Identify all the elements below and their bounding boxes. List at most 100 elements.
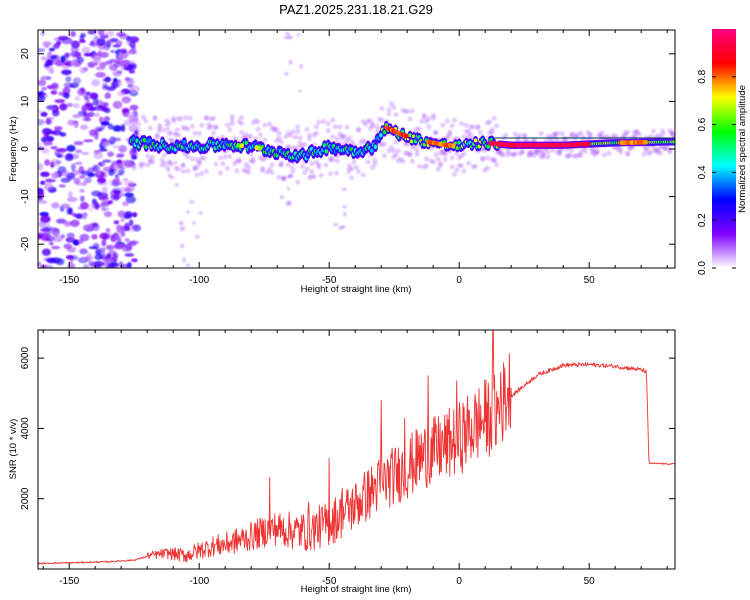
spectrogram-cell xyxy=(38,142,42,146)
spectrogram-cell xyxy=(255,119,261,125)
spectrogram-cell xyxy=(111,187,123,194)
spectrogram-cell xyxy=(487,119,493,125)
spectrogram-cell xyxy=(81,46,91,54)
spectrogram-cell xyxy=(38,261,42,267)
snr-plot-area xyxy=(38,330,675,569)
spectrogram-cell xyxy=(79,67,87,74)
spectrogram-cell xyxy=(257,132,263,138)
spectrogram-cell xyxy=(147,125,153,131)
spectrogram-cell xyxy=(87,167,95,174)
spectrogram-cell xyxy=(51,83,58,89)
spectrogram-cell xyxy=(97,127,102,132)
spectrogram-cell xyxy=(660,128,666,134)
spectrogram-cell xyxy=(239,115,245,121)
spectrogram-cell xyxy=(227,153,233,159)
spectrogram-cell xyxy=(489,127,495,133)
spectrogram-cell xyxy=(52,109,60,117)
spectrogram-cell xyxy=(554,130,560,136)
spectrogram-cell xyxy=(386,107,392,113)
spectrogram-cell xyxy=(289,165,295,169)
spectrogram-cell xyxy=(404,133,409,139)
spectrogram-cell xyxy=(57,35,69,41)
spectrogram-cell xyxy=(59,132,67,137)
spectrogram-cell xyxy=(292,134,298,140)
spectrogram-cell xyxy=(435,166,441,172)
spectrogram-cell xyxy=(112,100,123,109)
spectrogram-cell xyxy=(120,186,126,194)
spectrogram-cell xyxy=(211,130,216,136)
spectrogram-cell xyxy=(258,146,263,151)
spectrogram-cell xyxy=(185,126,191,132)
spectrogram-cell xyxy=(72,77,82,85)
spectrogram-cell xyxy=(559,131,565,137)
spectrogram-cell xyxy=(43,182,54,191)
spectrogram-cell xyxy=(360,172,366,178)
spectrogram-cell xyxy=(234,168,240,174)
colorbar: 0.0 0.2 0.4 0.6 0.8 Normalized spectral ampl… xyxy=(697,29,748,275)
spectrogram-cell xyxy=(286,186,291,191)
spectrogram-cell xyxy=(430,159,436,165)
colorbar-bar xyxy=(712,29,736,268)
spectrogram-cell xyxy=(288,132,294,138)
spectrogram-y-tick-label: 10 xyxy=(20,95,31,107)
spectrogram-cell xyxy=(538,130,544,136)
spectrogram-cell xyxy=(55,160,62,165)
spectrogram-y-tick-label: 0 xyxy=(20,146,31,152)
spectrogram-cell xyxy=(196,130,202,136)
spectrogram-y-tick-label: 20 xyxy=(20,48,31,60)
snr-y-tick-label: 2000 xyxy=(20,487,31,510)
spectrogram-cell xyxy=(356,169,362,175)
spectrogram-cell xyxy=(414,148,420,154)
spectrogram-cell xyxy=(128,49,137,55)
spectrogram-cell xyxy=(93,260,105,267)
spectrogram-cell xyxy=(437,160,443,166)
spectrogram-cell xyxy=(39,211,49,217)
snr-x-tick-label: -100 xyxy=(189,576,209,587)
spectrogram-cell xyxy=(73,120,79,129)
spectrogram-cell xyxy=(344,124,350,130)
spectrogram-cell xyxy=(106,264,116,268)
spectrogram-cell xyxy=(292,145,298,151)
snr-x-axis-label: Height of straight line (km) xyxy=(301,584,412,595)
spectrogram-cell xyxy=(101,186,108,195)
spectrogram-cell xyxy=(426,116,432,122)
spectrogram-cell xyxy=(246,164,252,170)
spectrogram-cell xyxy=(46,257,57,264)
spectrogram-cell xyxy=(636,131,642,137)
spectrogram-cell xyxy=(325,128,331,134)
spectrogram-cell xyxy=(208,124,214,130)
spectrogram-cell xyxy=(601,152,607,158)
spectrogram-cell xyxy=(123,192,135,198)
spectrogram-cell xyxy=(316,119,322,125)
spectrogram-cell xyxy=(129,40,136,49)
spectrogram-cell xyxy=(313,130,319,136)
spectrogram-cell xyxy=(276,130,282,136)
spectrogram-cell xyxy=(79,233,90,242)
spectrogram-cell xyxy=(50,90,58,95)
spectrogram-cell xyxy=(454,151,460,157)
spectrogram-cell xyxy=(409,158,415,164)
spectrogram-cell xyxy=(124,76,130,82)
spectrogram-cell xyxy=(239,143,244,149)
spectrogram-cell xyxy=(491,115,497,121)
spectrogram-cell xyxy=(178,220,184,226)
spectrogram-cell xyxy=(120,166,126,170)
spectrogram-cell xyxy=(185,263,190,267)
spectrogram-cell xyxy=(650,128,656,134)
snr-series-line xyxy=(38,330,675,565)
snr-axes: -150 -100 -50 0 50 2000 4000 6000 xyxy=(20,330,675,587)
spectrogram-cell xyxy=(512,151,518,157)
spectrogram-cell xyxy=(540,150,546,156)
spectrogram-cell xyxy=(641,151,647,157)
spectrogram-cell xyxy=(400,158,406,164)
spectrogram-cell xyxy=(42,128,53,135)
spectrogram-cell xyxy=(325,121,331,127)
spectrogram-x-tick-label: -100 xyxy=(189,275,209,286)
spectrogram-y-axis-label: Frequency (Hz) xyxy=(8,116,19,181)
spectrogram-cell xyxy=(569,147,575,153)
spectrogram-cell xyxy=(643,139,648,145)
spectrogram-cell xyxy=(40,180,46,185)
spectrogram-cell xyxy=(103,116,111,122)
colorbar-tick-label: 0.6 xyxy=(697,117,708,131)
spectrogram-cell xyxy=(72,239,79,246)
